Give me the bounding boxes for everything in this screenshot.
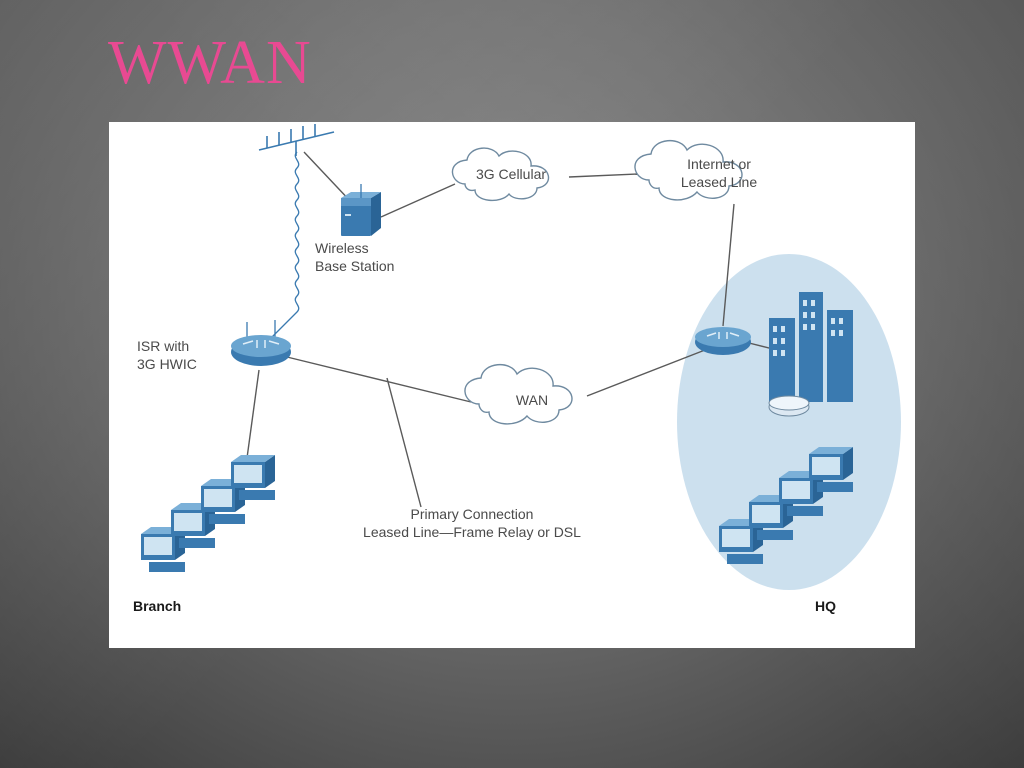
hq-label: HQ	[815, 598, 836, 616]
router-hq-icon	[695, 327, 751, 355]
cloud-wan-label: WAN	[507, 392, 557, 410]
base-station-label: WirelessBase Station	[315, 240, 425, 275]
cloud-3g-label: 3G Cellular	[471, 166, 551, 184]
network-diagram: 3G Cellular Internet orLeased Line Wirel…	[109, 122, 915, 648]
router-isr-label: ISR with3G HWIC	[137, 338, 225, 373]
annotation-primary-connection: Primary ConnectionLeased Line—Frame Rela…	[327, 506, 617, 541]
branch-label: Branch	[133, 598, 181, 616]
base-station-icon	[341, 184, 381, 236]
coil-icon	[269, 152, 299, 340]
branch-pcs-icon	[141, 455, 275, 572]
diagram-svg	[109, 122, 915, 648]
slide-title: WWAN	[108, 28, 312, 99]
cloud-internet-label: Internet orLeased Line	[661, 156, 777, 191]
antenna-icon	[259, 124, 334, 156]
